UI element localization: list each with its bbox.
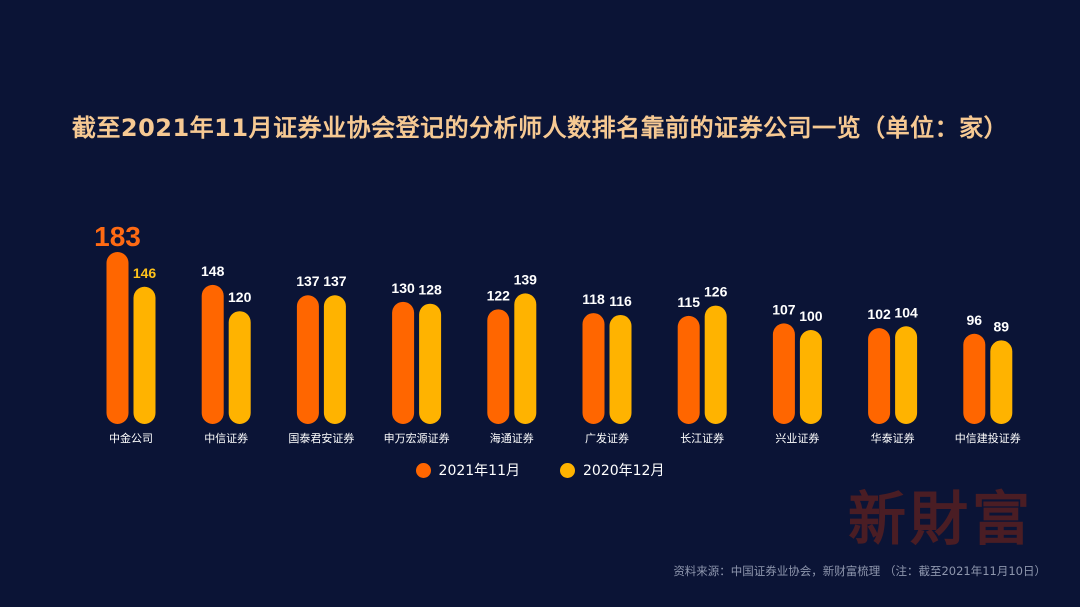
data-label-2021-4: 122 [487, 287, 511, 303]
bar-2020-3 [419, 303, 442, 424]
data-label-2020-4: 139 [514, 271, 538, 287]
category-label-0: 中金公司 [109, 431, 153, 445]
legend-item-2021: 2021年11月 [415, 460, 520, 480]
chart-title: 截至2021年11月证券业协会登记的分析师人数排名靠前的证券公司一览（单位：家） [71, 114, 1009, 142]
category-label-6: 长江证券 [680, 431, 724, 445]
legend-item-2020: 2020年12月 [560, 460, 664, 480]
category-label-3: 申万宏源证券 [384, 431, 450, 445]
category-label-1: 中信证券 [204, 431, 248, 445]
data-label-2020-3: 128 [418, 282, 442, 298]
bar-2020-9 [990, 340, 1013, 424]
bar-2020-5 [609, 314, 632, 424]
legend-label-2020: 2020年12月 [583, 463, 665, 479]
bar-2021-9 [963, 333, 986, 424]
legend-swatch-2020 [560, 462, 575, 478]
bar-2021-4 [487, 309, 510, 424]
data-label-2020-2: 137 [323, 273, 347, 289]
data-label-2021-5: 118 [582, 291, 605, 307]
bar-2020-7 [799, 330, 822, 424]
bar-2020-6 [704, 305, 727, 424]
bar-2021-0 [106, 252, 129, 424]
data-label-2020-9: 89 [994, 318, 1010, 334]
category-label-4: 海通证券 [490, 431, 534, 445]
bar-2021-3 [392, 301, 415, 424]
data-label-2020-5: 116 [609, 293, 632, 309]
category-label-2: 国泰君安证券 [288, 431, 354, 445]
data-label-2021-9: 96 [967, 312, 983, 328]
bar-2020-0 [133, 286, 156, 424]
legend-label-2021: 2021年11月 [438, 463, 520, 479]
bar-2020-1 [228, 311, 251, 424]
bar-2021-5 [582, 313, 605, 424]
data-label-2020-0: 146 [133, 265, 157, 281]
data-label-2020-6: 126 [704, 284, 728, 300]
source-note: 资料来源：中国证券业协会，新财富梳理 （注：截至2021年11月10日） [673, 564, 1046, 578]
data-label-2021-3: 130 [391, 280, 415, 296]
data-label-2021-1: 148 [201, 263, 225, 279]
data-label-2020-8: 104 [894, 304, 918, 320]
category-label-9: 中信建投证券 [955, 431, 1021, 445]
data-label-2021-6: 115 [677, 294, 700, 310]
data-label-2021-7: 107 [772, 301, 796, 317]
watermark-logo: 新財富 [847, 485, 1034, 553]
legend: 2021年11月 2020年12月 [0, 460, 1080, 480]
bar-2021-8 [868, 328, 891, 424]
bar-2020-2 [323, 295, 346, 424]
data-label-2020-1: 120 [228, 289, 252, 305]
data-label-2021-8: 102 [867, 306, 891, 322]
bar-2021-7 [772, 323, 795, 424]
bar-2020-4 [514, 293, 537, 424]
data-label-2021-2: 137 [296, 273, 320, 289]
data-label-2020-7: 100 [799, 308, 823, 324]
bar-2021-6 [677, 315, 700, 424]
legend-swatch-2021 [415, 462, 431, 478]
bar-2021-1 [201, 284, 224, 424]
category-label-5: 广发证券 [585, 431, 629, 445]
data-label-2021-0: 183 [94, 221, 141, 252]
bar-2020-8 [895, 326, 918, 424]
category-label-8: 华泰证券 [871, 431, 915, 445]
bar-2021-2 [296, 295, 319, 424]
category-label-7: 兴业证券 [775, 431, 819, 445]
